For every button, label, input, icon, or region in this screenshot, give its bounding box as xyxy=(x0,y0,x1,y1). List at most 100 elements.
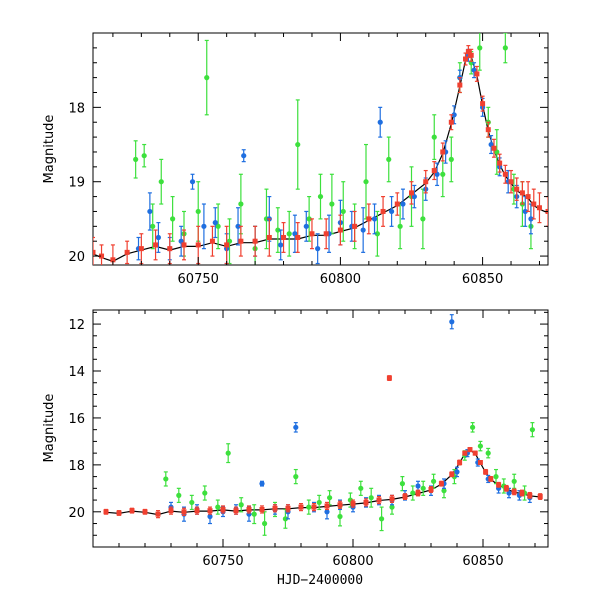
data-point xyxy=(400,201,406,207)
data-point xyxy=(167,246,173,252)
data-point xyxy=(133,156,139,163)
y-tick-label: 19 xyxy=(68,176,85,191)
data-point xyxy=(350,501,356,507)
data-point xyxy=(259,481,265,487)
y-tick-label: 18 xyxy=(68,459,85,474)
data-point xyxy=(201,223,207,229)
data-point xyxy=(99,253,105,259)
x-tick-label: 60850 xyxy=(462,554,503,569)
data-point xyxy=(262,520,268,527)
data-point xyxy=(366,216,372,222)
top-y-axis-label: Magnitude xyxy=(42,115,57,184)
data-point xyxy=(150,223,156,229)
data-point xyxy=(252,238,258,244)
data-point xyxy=(448,156,454,163)
data-point xyxy=(502,45,508,51)
data-point xyxy=(238,502,244,508)
data-point xyxy=(415,483,421,489)
data-point xyxy=(124,249,130,255)
data-point xyxy=(371,216,378,222)
data-point xyxy=(163,476,169,482)
data-point xyxy=(488,476,494,482)
data-point xyxy=(522,208,528,215)
data-point xyxy=(327,495,333,501)
data-point xyxy=(485,127,491,133)
data-point xyxy=(420,216,426,222)
data-point xyxy=(323,231,329,237)
data-point xyxy=(511,478,517,484)
data-point xyxy=(93,249,96,255)
data-point xyxy=(155,234,162,241)
data-point xyxy=(360,227,366,233)
data-point xyxy=(204,75,210,81)
data-point xyxy=(389,504,395,510)
data-point xyxy=(315,246,321,252)
data-point xyxy=(181,509,187,515)
data-point xyxy=(142,509,148,515)
data-point xyxy=(451,112,457,118)
data-point xyxy=(138,246,144,252)
data-point xyxy=(502,171,508,177)
data-point xyxy=(415,490,421,496)
data-point xyxy=(194,508,200,514)
data-point xyxy=(207,508,213,514)
data-point xyxy=(116,510,122,516)
data-point xyxy=(409,190,414,196)
top-axes: 60750 60800 60850 18 19 20 xyxy=(68,32,548,287)
top-panel: 60750 60800 60850 18 19 20 Magnitude xyxy=(42,32,549,287)
y-tick-label: 14 xyxy=(68,365,85,380)
data-point xyxy=(340,208,346,215)
data-point xyxy=(337,513,343,520)
data-point xyxy=(438,481,444,487)
data-point xyxy=(380,208,386,214)
data-point xyxy=(220,506,226,512)
data-point xyxy=(420,485,426,491)
data-point xyxy=(324,509,330,515)
data-point xyxy=(285,505,291,511)
data-point xyxy=(477,443,483,449)
data-point xyxy=(474,71,480,77)
data-point xyxy=(303,223,309,229)
data-point xyxy=(397,223,403,229)
data-point xyxy=(272,505,278,511)
data-point xyxy=(480,101,486,107)
data-point xyxy=(440,149,446,155)
data-point xyxy=(215,223,221,229)
data-point xyxy=(238,238,244,244)
bottom-plot-content xyxy=(103,314,543,536)
data-point xyxy=(497,160,503,166)
data-point xyxy=(212,220,218,226)
data-point xyxy=(457,82,463,88)
data-point xyxy=(462,450,468,456)
data-point xyxy=(483,469,489,475)
data-point xyxy=(176,492,182,498)
data-point xyxy=(368,495,374,501)
y-tick-label: 20 xyxy=(68,250,85,265)
y-tick-label: 16 xyxy=(68,412,85,427)
y-tick-label: 18 xyxy=(68,101,85,116)
data-point xyxy=(389,496,395,502)
data-point xyxy=(493,474,499,480)
data-point xyxy=(215,504,221,510)
series-group xyxy=(163,422,536,536)
data-point xyxy=(536,205,542,211)
data-point xyxy=(377,119,383,125)
series-group xyxy=(93,45,548,265)
x-tick-label: 60850 xyxy=(462,272,503,287)
bottom-plot-frame xyxy=(92,309,549,548)
data-point xyxy=(454,469,460,475)
data-point xyxy=(529,427,536,433)
data-point xyxy=(153,242,159,248)
data-point xyxy=(316,499,322,506)
data-point xyxy=(189,499,195,506)
x-tick-label: 60800 xyxy=(320,272,361,287)
data-point xyxy=(278,242,284,248)
data-point xyxy=(503,485,509,491)
data-point xyxy=(519,490,525,496)
data-point xyxy=(147,208,153,215)
data-point xyxy=(468,52,474,58)
data-point xyxy=(363,499,369,505)
data-point xyxy=(293,474,299,480)
data-point xyxy=(388,208,395,215)
